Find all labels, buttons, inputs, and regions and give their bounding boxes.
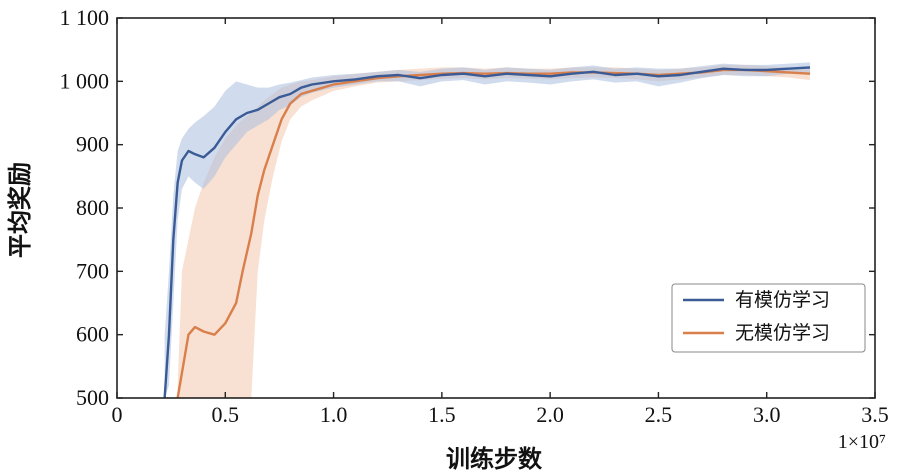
legend-label-with-imitation: 有模仿学习 xyxy=(735,289,830,311)
series-line-with-imitation xyxy=(163,66,811,399)
x-tick-label: 3.0 xyxy=(753,402,781,427)
x-axis-title: 训练步数 xyxy=(446,445,543,473)
y-tick-label: 600 xyxy=(76,322,109,347)
y-tick-label: 700 xyxy=(76,258,109,283)
y-tick-label: 1 100 xyxy=(60,5,110,30)
band-with-imitation xyxy=(164,62,811,398)
legend: 有模仿学习 无模仿学习 xyxy=(671,283,866,353)
x-tick-label: 0.5 xyxy=(212,402,240,427)
series-lines xyxy=(163,66,811,399)
x-tick-label: 3.5 xyxy=(861,402,889,427)
x-tick-label: 1.0 xyxy=(320,402,348,427)
x-tick-label: 2.0 xyxy=(536,402,564,427)
x-axis: 0 0.5 1.0 1.5 2.0 2.5 3.0 3.5 xyxy=(112,18,889,427)
y-tick-label: 900 xyxy=(76,132,109,157)
y-axis-title: 平均奖励 xyxy=(6,162,34,258)
y-tick-label: 800 xyxy=(76,195,109,220)
x-tick-label: 0 xyxy=(112,402,123,427)
y-axis: 500 600 700 800 900 1 000 1 100 xyxy=(60,5,875,410)
band-without-imitation xyxy=(177,64,811,398)
series-line-without-imitation xyxy=(176,68,811,399)
legend-label-without-imitation: 无模仿学习 xyxy=(735,322,830,344)
y-tick-label: 1 000 xyxy=(60,68,110,93)
x-tick-label: 2.5 xyxy=(645,402,673,427)
x-tick-label: 1.5 xyxy=(428,402,456,427)
x-axis-multiplier: 1×10⁷ xyxy=(838,431,886,453)
confidence-bands xyxy=(164,62,811,398)
y-tick-label: 500 xyxy=(76,385,109,410)
